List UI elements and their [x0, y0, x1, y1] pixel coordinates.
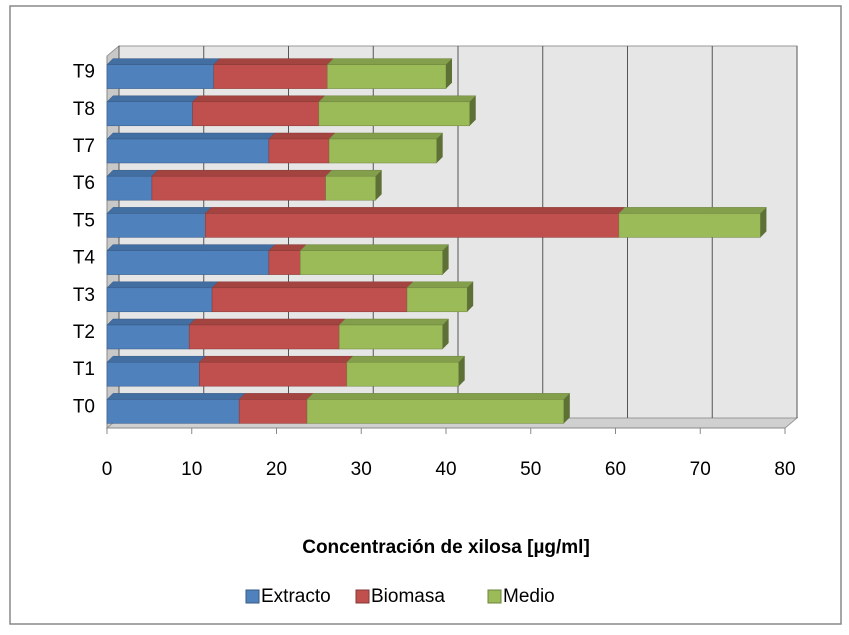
bar-top: [106, 281, 219, 289]
legend-label: Biomasa: [371, 586, 445, 607]
bar-top: [326, 58, 453, 65]
bar: [327, 64, 447, 89]
y-tick-label: T6: [73, 173, 95, 194]
bar-top: [211, 281, 414, 289]
y-tick-label: T4: [73, 248, 96, 269]
bar: [338, 324, 443, 350]
bar: [268, 138, 330, 164]
bar: [199, 361, 348, 387]
bar: [106, 287, 213, 313]
bar-end: [563, 393, 570, 424]
y-tick-label: T7: [73, 136, 95, 157]
bar-top: [106, 393, 246, 400]
bar: [106, 101, 193, 127]
bar-end: [442, 319, 449, 349]
y-tick-label: T9: [73, 62, 95, 83]
bar: [106, 138, 270, 164]
legend-swatch: [487, 589, 502, 604]
y-tick-label: T3: [73, 285, 95, 306]
bar: [188, 324, 340, 350]
bar-top: [106, 318, 196, 326]
x-axis-title: Concentración de xilosa [µg/ml]: [302, 537, 590, 558]
bar-top: [106, 207, 212, 214]
bar-top: [213, 58, 334, 65]
bar-top: [188, 318, 346, 326]
x-tick-label: 70: [690, 459, 711, 480]
bar-top: [618, 207, 768, 214]
x-tick-label: 60: [605, 459, 626, 480]
bar: [325, 175, 376, 201]
x-tick-label: 40: [435, 459, 456, 480]
y-tick-label: T0: [73, 396, 95, 417]
x-tick-label: 80: [774, 459, 795, 480]
bar-top: [328, 132, 444, 140]
bar: [192, 101, 320, 127]
bar-end: [446, 58, 452, 89]
y-tick-label: T2: [73, 322, 95, 343]
bar-top: [299, 244, 450, 251]
bar: [328, 138, 437, 164]
bar-top: [198, 355, 354, 363]
x-tick-label: 0: [102, 459, 113, 480]
legend-label: Medio: [503, 586, 555, 607]
bar: [406, 287, 468, 313]
bar-top: [325, 169, 383, 177]
x-tick-label: 20: [266, 459, 287, 480]
bar: [299, 250, 443, 275]
bar: [618, 213, 761, 238]
bar-top: [191, 95, 326, 103]
bar: [106, 324, 190, 350]
bar-end: [467, 281, 474, 312]
y-tick-label: T5: [73, 210, 95, 231]
x-tick-label: 10: [181, 459, 202, 480]
bar-top: [346, 355, 466, 363]
bar: [106, 213, 206, 238]
y-tick-label: T1: [73, 359, 95, 380]
bar-end: [458, 356, 465, 387]
bar: [106, 399, 240, 424]
bar-top: [151, 169, 333, 177]
bar-top: [268, 244, 307, 251]
bar-top: [204, 207, 626, 214]
bar: [211, 287, 408, 313]
bar-top: [268, 132, 336, 140]
bar-top: [106, 95, 200, 103]
bar-top: [106, 58, 221, 65]
bar: [205, 213, 620, 238]
bar: [346, 361, 459, 387]
bar-top: [338, 318, 450, 326]
bar-end: [469, 95, 476, 126]
bar-top: [238, 393, 314, 400]
legend-swatch: [355, 589, 370, 604]
y-tick-label: T8: [73, 99, 95, 120]
bar: [106, 175, 153, 201]
x-tick-label: 50: [520, 459, 541, 480]
x-tick-label: 30: [351, 459, 372, 480]
bar-top: [106, 244, 276, 251]
bar: [106, 361, 200, 387]
legend-swatch: [245, 589, 260, 604]
bar: [306, 399, 565, 424]
bar: [106, 64, 215, 89]
bar-end: [760, 207, 767, 238]
bar-top: [106, 132, 276, 140]
bar-top: [318, 95, 477, 103]
bar-top: [106, 169, 159, 177]
legend-label: Extracto: [261, 586, 331, 607]
bar-top: [106, 355, 206, 363]
bar: [106, 250, 270, 275]
bar: [238, 399, 308, 424]
bar-end: [375, 170, 382, 201]
bar-top: [306, 393, 571, 400]
bar: [151, 175, 326, 201]
bar: [213, 64, 328, 89]
bar: [318, 101, 470, 127]
bar-end: [436, 133, 443, 163]
bar: [268, 250, 301, 275]
bar-end: [442, 244, 449, 275]
bar-top: [406, 281, 474, 289]
